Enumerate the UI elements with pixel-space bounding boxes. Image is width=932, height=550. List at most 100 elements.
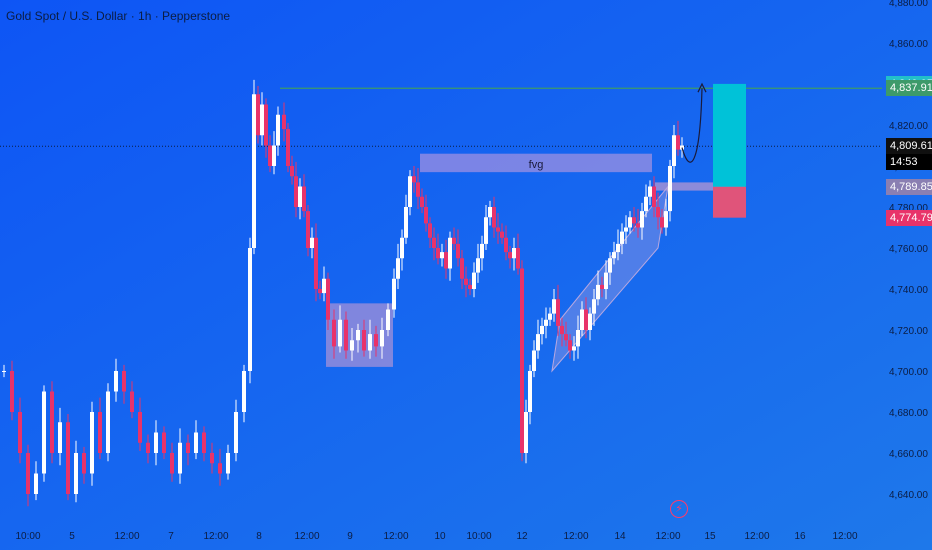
candle-body bbox=[548, 313, 552, 320]
candle-body bbox=[520, 268, 524, 453]
order-block-zone bbox=[655, 182, 745, 191]
x-tick-label: 16 bbox=[794, 531, 806, 542]
x-tick-label: 10:00 bbox=[466, 531, 491, 542]
candle-body bbox=[416, 182, 420, 197]
candle-body bbox=[252, 94, 256, 248]
candle-body bbox=[500, 231, 504, 238]
y-tick-label: 4,640.00 bbox=[889, 490, 928, 501]
candle-body bbox=[186, 442, 190, 453]
candle-body bbox=[412, 176, 416, 183]
y-tick-label: 4,740.00 bbox=[889, 285, 928, 296]
candle-body bbox=[298, 186, 302, 207]
candle-body bbox=[50, 391, 54, 453]
candle-body bbox=[404, 207, 408, 238]
x-tick-label: 5 bbox=[69, 531, 75, 542]
projection-curve bbox=[681, 88, 703, 163]
candle-body bbox=[460, 258, 464, 279]
candle-body bbox=[484, 217, 488, 244]
candle-body bbox=[66, 422, 70, 494]
candle-body bbox=[456, 243, 460, 259]
candle-body bbox=[600, 284, 604, 289]
candle-body bbox=[408, 176, 412, 207]
candle-body bbox=[272, 145, 276, 166]
x-tick-label: 14 bbox=[614, 531, 626, 542]
candle-body bbox=[584, 309, 588, 330]
candle-body bbox=[310, 237, 314, 248]
y-tick-label: 4,700.00 bbox=[889, 367, 928, 378]
candle-body bbox=[668, 166, 672, 212]
candle-body bbox=[202, 432, 206, 453]
candle-body bbox=[648, 186, 652, 197]
candle-body bbox=[256, 94, 260, 136]
candle-body bbox=[350, 340, 354, 351]
candle-body bbox=[604, 272, 608, 289]
candle-body bbox=[114, 371, 118, 392]
candle-body bbox=[440, 252, 444, 259]
candle-body bbox=[524, 412, 528, 453]
candle-body bbox=[428, 223, 432, 238]
x-tick-label: 12:00 bbox=[294, 531, 319, 542]
candle-body bbox=[368, 334, 372, 351]
candle-body bbox=[420, 196, 424, 207]
candle-body bbox=[564, 334, 568, 341]
candle-body bbox=[306, 211, 310, 248]
candle-body bbox=[608, 258, 612, 273]
candle-body bbox=[640, 211, 644, 228]
candle-body bbox=[248, 248, 252, 371]
candle-body bbox=[294, 176, 298, 207]
y-tick-label: 4,720.00 bbox=[889, 326, 928, 337]
candle-body bbox=[536, 334, 540, 351]
x-tick-label: 12:00 bbox=[832, 531, 857, 542]
take-profit-box bbox=[713, 83, 746, 187]
candle-body bbox=[568, 340, 572, 351]
candle-body bbox=[576, 330, 580, 347]
candle-body bbox=[560, 325, 564, 335]
candle-body bbox=[672, 135, 676, 166]
candle-body bbox=[138, 412, 142, 443]
x-tick-label: 12:00 bbox=[383, 531, 408, 542]
x-tick-label: 9 bbox=[347, 531, 353, 542]
candle-body bbox=[264, 104, 268, 146]
x-tick-label: 7 bbox=[168, 531, 174, 542]
candle-body bbox=[374, 334, 378, 347]
candle-body bbox=[356, 330, 360, 341]
candle-body bbox=[344, 319, 348, 351]
candle-body bbox=[588, 313, 592, 330]
x-tick-label: 10 bbox=[434, 531, 446, 542]
candle-body bbox=[10, 371, 14, 412]
candle-body bbox=[282, 114, 286, 130]
y-tick-label: 4,860.00 bbox=[889, 39, 928, 50]
x-tick-label: 10:00 bbox=[15, 531, 40, 542]
candle-body bbox=[42, 391, 46, 474]
candle-body bbox=[326, 278, 330, 320]
x-tick-label: 15 bbox=[704, 531, 716, 542]
y-tick-label: 4,880.00 bbox=[889, 0, 928, 9]
x-tick-label: 12:00 bbox=[203, 531, 228, 542]
candle-body bbox=[400, 237, 404, 259]
candle-body bbox=[448, 237, 452, 269]
candle-body bbox=[620, 231, 624, 244]
candle-body bbox=[616, 243, 620, 253]
candle-body bbox=[508, 252, 512, 259]
x-tick-label: 12:00 bbox=[655, 531, 680, 542]
candle-body bbox=[286, 129, 290, 166]
candle-body bbox=[74, 453, 78, 494]
candle-body bbox=[552, 299, 556, 314]
candle-body bbox=[18, 412, 22, 453]
candle-body bbox=[452, 237, 456, 244]
candle-body bbox=[472, 272, 476, 289]
candle-body bbox=[632, 217, 636, 224]
x-tick-label: 12 bbox=[516, 531, 528, 542]
candle-body bbox=[58, 422, 62, 453]
flash-icon[interactable]: ⚡ bbox=[670, 500, 688, 518]
candle-body bbox=[432, 237, 436, 248]
candle-body bbox=[162, 432, 166, 453]
candle-body bbox=[170, 453, 174, 474]
candle-body bbox=[380, 330, 384, 347]
candle-body bbox=[436, 248, 440, 259]
candle-body bbox=[476, 258, 480, 273]
candle-body bbox=[386, 309, 390, 330]
candle-body bbox=[82, 453, 86, 474]
